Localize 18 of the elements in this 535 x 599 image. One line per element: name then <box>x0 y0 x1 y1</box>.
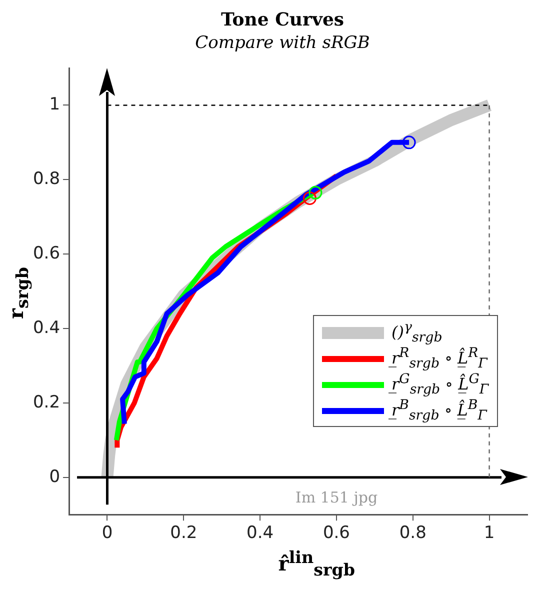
y-tick-label: 1 <box>49 94 60 115</box>
point <box>402 136 416 150</box>
chart-subtitle: Compare with sRGB <box>195 33 370 54</box>
x-tick-label: 0.2 <box>170 523 198 544</box>
y-tick-label: 0 <box>49 466 60 487</box>
annotation: Im 151 jpg <box>295 488 378 506</box>
y-tick-label: 0.6 <box>32 244 60 264</box>
y-tick-label: 0.2 <box>32 392 60 412</box>
y-tick-label: 0.4 <box>32 318 60 338</box>
x-tick-label: 0.8 <box>399 523 426 544</box>
x-tick-label: 0.6 <box>322 523 350 544</box>
chart-title: Tone Curves <box>220 9 344 30</box>
point <box>308 186 322 200</box>
y-tick-label: 0.8 <box>32 169 60 190</box>
x-tick-label: 1 <box>484 523 495 544</box>
x-tick-label: 0 <box>102 523 113 544</box>
x-tick-label: 0.4 <box>246 523 274 544</box>
point <box>302 192 316 206</box>
